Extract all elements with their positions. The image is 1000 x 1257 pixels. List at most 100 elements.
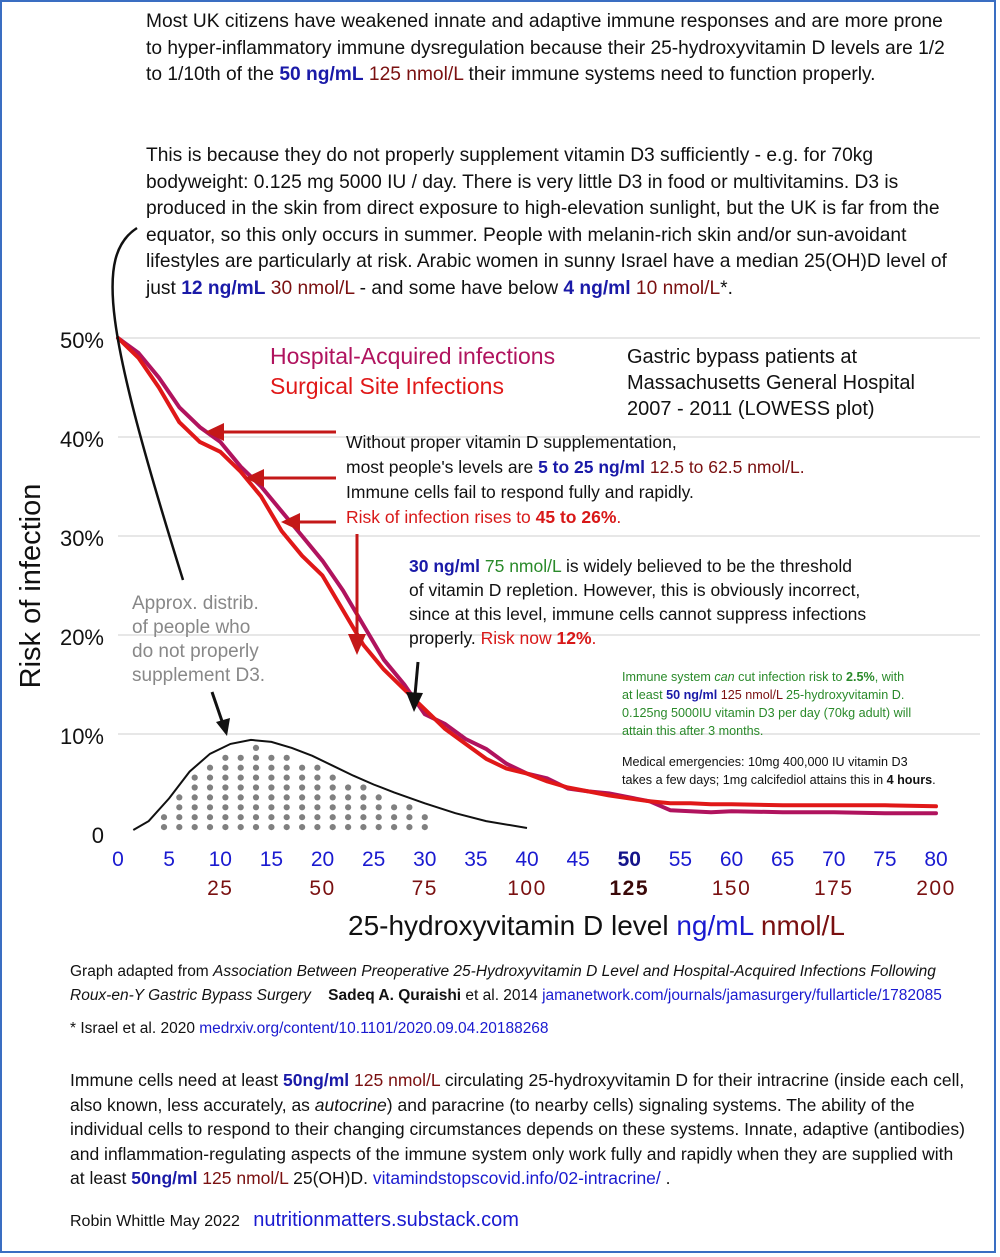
distribution-dot	[360, 804, 367, 811]
distribution-dot	[176, 794, 183, 801]
distribution-dot	[345, 814, 352, 821]
distribution-dot	[252, 744, 260, 752]
distribution-dot	[283, 794, 290, 801]
threshold-arrow	[413, 661, 420, 696]
red-arrow-3-head	[281, 513, 300, 531]
source-link[interactable]: jamanetwork.com/journals/jamasurgery/ful…	[542, 987, 942, 1004]
distribution-dot	[391, 824, 398, 831]
distribution-dot	[222, 764, 229, 771]
annot2-line4: properly. Risk now 12%.	[409, 628, 596, 648]
annot3-l2-nmol: 125 nmol/L	[717, 688, 783, 702]
distribution-dot	[421, 814, 428, 821]
author-link[interactable]: nutritionmatters.substack.com	[253, 1209, 519, 1231]
distribution-arrowhead	[216, 718, 230, 736]
distribution-dot	[283, 824, 290, 831]
distribution-dot	[360, 794, 367, 801]
intro-p2-text-b: - and some have below	[354, 277, 564, 299]
p3-text-e: .	[660, 1168, 671, 1188]
distribution-dot	[283, 814, 290, 821]
y-tick-label: 30%	[60, 526, 104, 551]
distribution-dot	[206, 824, 214, 831]
distribution-dot	[222, 814, 229, 821]
israel-link[interactable]: medrxiv.org/content/10.1101/2020.09.04.2…	[199, 1020, 549, 1037]
annot3-line4: attain this after 3 months.	[622, 724, 763, 738]
distribution-dot	[268, 794, 275, 801]
distribution-dot	[314, 784, 321, 791]
distribution-dot	[206, 804, 214, 811]
p3-ng1: 50ng/ml	[283, 1070, 350, 1090]
distribution-dot	[375, 814, 382, 821]
grid-lines	[118, 337, 980, 735]
israel-prefix: * Israel et al. 2020	[70, 1020, 200, 1037]
x-tick-label-ng: 60	[720, 848, 743, 871]
annot2-line3: since at this level, immune cells cannot…	[409, 604, 866, 624]
y-axis-label: Risk of infection	[15, 484, 47, 689]
x-tick-label-ng: 80	[924, 848, 947, 871]
infection-risk-chart: 0 10% 20% 30% 40% 50% 0 5 10 15 20 25 30 35 40 45 50 55 6…	[15, 226, 980, 941]
x-tick-label-ng: 50	[618, 848, 641, 871]
distribution-dot	[268, 764, 275, 771]
distribution-dot	[268, 814, 275, 821]
x-tick-label-ng: 25	[362, 848, 385, 871]
series-lines	[116, 336, 938, 816]
source-mid: et al. 2014	[461, 987, 543, 1004]
p3-link[interactable]: vitamindstopscovid.info/02-intracrine/	[372, 1168, 661, 1188]
distribution-dot	[191, 794, 198, 801]
distribution-dot	[283, 774, 290, 781]
legend-surgical: Surgical Site Infections	[270, 373, 504, 399]
annot3-l1-italic: can	[714, 670, 734, 684]
distribution-dot	[360, 814, 367, 821]
distribution-dot	[314, 794, 321, 801]
distribution-dot	[252, 784, 260, 791]
annot2-l1-text: is widely believed to be the threshold	[561, 556, 852, 576]
annot4-l2-a: takes a few days; 1mg calcifediol attain…	[622, 773, 887, 787]
distribution-dot	[191, 804, 198, 811]
study-note-line: Gastric bypass patients at	[627, 346, 858, 368]
distribution-dot	[160, 824, 168, 831]
intro-p1-text-a: Most UK citizens have weakened innate an…	[146, 11, 945, 85]
annot3-line1: Immune system can cut infection risk to …	[622, 670, 904, 684]
x-tick-label-ng: 70	[822, 848, 845, 871]
distribution-dot	[237, 794, 244, 801]
x-tick-label-nmol: 25	[207, 877, 233, 900]
annotation-threshold: 30 ng/ml 75 nmol/L is widely believed to…	[409, 556, 871, 648]
distribution-dot	[299, 824, 306, 831]
p3-ng2: 50ng/ml	[131, 1168, 198, 1188]
annotation-immune-cut: Immune system can cut infection risk to …	[622, 670, 915, 738]
annot4-l2-end: .	[932, 773, 936, 787]
source-author: Sadeq A. Quraishi	[328, 987, 462, 1004]
annot3-l1-bold: 2.5%	[846, 670, 875, 684]
annot3-l1-a: Immune system	[622, 670, 714, 684]
intro-p2-text-a: This is because they do not properly sup…	[146, 145, 947, 299]
study-note-line: 2007 - 2011 (LOWESS plot)	[627, 398, 875, 420]
red-arrow-2-head	[245, 469, 264, 487]
distribution-dot	[360, 824, 367, 831]
annot1-line2: most people's levels are 5 to 25 ng/ml 1…	[346, 457, 805, 477]
distribution-dot	[252, 804, 260, 811]
x-tick-label-ng: 40	[515, 848, 538, 871]
annot1-line4: Risk of infection rises to 45 to 26%.	[346, 507, 621, 527]
distribution-dot	[237, 774, 244, 781]
distribution-dot	[222, 824, 229, 831]
intro-p1-ng: 50 ng/mL	[279, 64, 364, 85]
intro-p1-nmol: 125 nmol/L	[363, 64, 464, 85]
intro-p2-nmol2: 10 nmol/L	[630, 277, 721, 299]
intro-p2-nmol1: 30 nmol/L	[265, 277, 355, 299]
annot1-line3: Immune cells fail to respond fully and r…	[346, 482, 694, 502]
distribution-dot	[176, 824, 183, 831]
intro-p2-ng1: 12 ng/mL	[181, 277, 266, 299]
annot1-l2-ng: 5 to 25 ng/ml	[538, 457, 645, 477]
distribution-dot	[345, 794, 352, 801]
y-tick-label: 0	[92, 823, 104, 848]
distribution-dot	[252, 824, 260, 831]
distribution-dot	[314, 824, 321, 831]
p3-text-b: circulating 25-hydroxyvitamin D for thei…	[70, 1070, 965, 1115]
distribution-dot	[160, 814, 168, 821]
annot3-line3: 0.125ng 5000IU vitamin D3 per day (70kg …	[622, 706, 911, 720]
distribution-dot	[237, 824, 244, 831]
distribution-dot	[222, 754, 229, 761]
distribution-dot	[329, 794, 336, 801]
distribution-label: Approx. distrib. of people who do not pr…	[132, 593, 265, 686]
distribution-dot	[252, 774, 260, 781]
distribution-dot	[191, 784, 198, 791]
